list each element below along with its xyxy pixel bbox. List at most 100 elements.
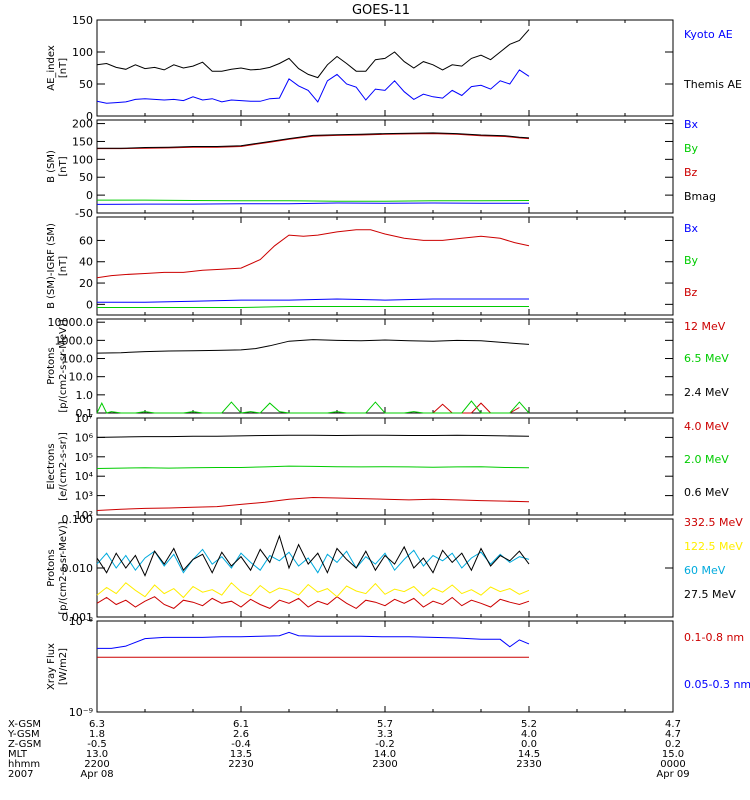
y-axis-label: AE_index	[46, 45, 57, 91]
y-axis-label: Protons	[46, 347, 57, 384]
series-label: 0.6 MeV	[684, 486, 729, 499]
x-row-value: 2330	[516, 759, 541, 770]
x-row-value: 13.0	[86, 749, 108, 760]
series-label: 2.4 MeV	[684, 386, 729, 399]
x-row-label: MLT	[8, 749, 28, 760]
figure-title: GOES-11	[352, 3, 410, 18]
x-row-value: Apr 08	[80, 769, 113, 780]
x-row-value: 0.2	[665, 739, 681, 750]
y-axis-label: [nT]	[58, 256, 69, 276]
series-label: Bmag	[684, 190, 716, 203]
y-tick-label: 0.010	[62, 562, 94, 575]
x-row-value: -0.2	[375, 739, 395, 750]
series-label: 0.1-0.8 nm	[684, 631, 744, 644]
x-row-value: -0.4	[231, 739, 251, 750]
x-row-value: 13.5	[230, 749, 252, 760]
x-row-value: 6.3	[89, 719, 105, 730]
y-tick-label: 0.100	[62, 513, 94, 526]
x-row-value: 5.7	[377, 719, 393, 730]
x-row-value: 2230	[228, 759, 253, 770]
series-line	[96, 400, 530, 414]
y-axis-label: [p/(cm2-s-sr-MeV)]	[58, 521, 69, 614]
panel-6: 0.001 0.010 0.100 Protons [p/(cm2-s-sr-MeV)]…	[46, 513, 743, 624]
series-line	[96, 496, 530, 511]
series-label: By	[684, 254, 699, 267]
x-row-value: 2200	[84, 759, 109, 770]
y-tick-label: -50	[75, 207, 93, 220]
series-line	[97, 199, 530, 202]
series-line	[96, 548, 530, 574]
x-row-value: 1.8	[89, 729, 105, 740]
y-axis-label: [nT]	[58, 156, 69, 176]
series-line	[97, 132, 530, 149]
series-label: Bx	[684, 118, 699, 131]
x-row-value: 4.7	[665, 729, 681, 740]
y-axis-label: [p/(cm2-s-sr-MeV)]	[58, 319, 69, 412]
y-tick-label: 150	[72, 135, 93, 148]
series-line	[96, 534, 530, 577]
y-tick-label: 60	[79, 234, 93, 247]
y-tick-label: 20	[79, 277, 93, 290]
x-row-value: 0.0	[521, 739, 537, 750]
y-tick-label: 10²	[75, 509, 93, 522]
series-label: Kyoto AE	[684, 28, 733, 41]
y-tick-label: 0	[86, 189, 93, 202]
series-line	[96, 69, 530, 104]
series-label: 6.5 MeV	[684, 352, 729, 365]
series-label: Themis AE	[683, 78, 742, 91]
y-tick-label: 150	[72, 14, 93, 27]
panel-5: 10² 10³ 10⁴ 10⁵ 10⁶ 10⁷ Electrons [e/(cm2-s-sr)…	[46, 412, 729, 522]
x-row-value: -0.5	[87, 739, 107, 750]
y-tick-label: 10⁷	[75, 412, 93, 425]
y-tick-label: 100.0	[62, 353, 94, 366]
x-row-value: 14.5	[518, 749, 540, 760]
x-row-value: 0000	[660, 759, 685, 770]
x-row-value: 3.3	[377, 729, 393, 740]
series-line	[432, 402, 520, 414]
series-label: 122.5 MeV	[684, 540, 743, 553]
panel-frame	[96, 518, 674, 618]
y-axis-label: B (SM)	[46, 150, 57, 183]
y-tick-label: 10.0	[69, 371, 94, 384]
y-tick-label: 10⁻⁹	[69, 706, 93, 719]
series-line	[96, 596, 530, 610]
x-row-value: 14.0	[374, 749, 396, 760]
y-tick-label: 10⁶	[75, 431, 94, 444]
y-tick-label: 50	[79, 78, 93, 91]
x-row-label: hhmm	[8, 759, 40, 770]
x-axis-labels-group: X-GSM 6.3 6.1 5.7 5.2 4.7 Y-GSM 1.8 2.6 3.3 4.0 4.7…	[7, 719, 690, 780]
series-label: 60 MeV	[684, 564, 726, 577]
y-tick-label: 50	[79, 171, 93, 184]
y-tick-label: 10000.0	[48, 316, 94, 329]
y-tick-label: 10⁴	[75, 470, 94, 483]
panel-frame	[96, 620, 674, 713]
x-row-value: 5.2	[521, 719, 537, 730]
y-axis-label: [nT]	[58, 58, 69, 78]
y-tick-label: 100	[72, 153, 93, 166]
series-label: 4.0 MeV	[684, 420, 729, 433]
panel-4: 0.1 1.0 10.0 100.0 1000.0 10000.0 Protons [p/(c…	[46, 316, 729, 420]
panel-1: 0 50 100 150 AE_index [nT] Kyoto AE Themis AE	[46, 14, 742, 123]
x-row-value: 4.0	[521, 729, 537, 740]
x-row-value: 6.1	[233, 719, 249, 730]
y-tick-label: 0	[86, 110, 93, 123]
x-row-label: X-GSM	[8, 719, 41, 730]
x-row-value: 4.7	[665, 719, 681, 730]
x-row-label: Y-GSM	[7, 729, 40, 740]
panel-3: 0 20 40 60 B (SM)-IGRF (SM) [nT] Bx By Bz	[46, 216, 699, 316]
y-axis-label: Electrons	[46, 443, 57, 489]
series-line	[97, 306, 529, 308]
series-line	[96, 339, 530, 354]
y-axis-label: B (SM)-IGRF (SM)	[46, 223, 57, 309]
x-row-value: 2.6	[233, 729, 249, 740]
series-line	[97, 133, 530, 150]
y-axis-label: [W/m2]	[58, 648, 69, 685]
series-label: Bx	[684, 222, 699, 235]
y-tick-label: 10⁵	[75, 451, 93, 464]
y-tick-label: 0.001	[62, 611, 94, 624]
x-row-label: 2007	[8, 769, 33, 780]
series-label: By	[684, 142, 699, 155]
series-line	[97, 631, 530, 649]
